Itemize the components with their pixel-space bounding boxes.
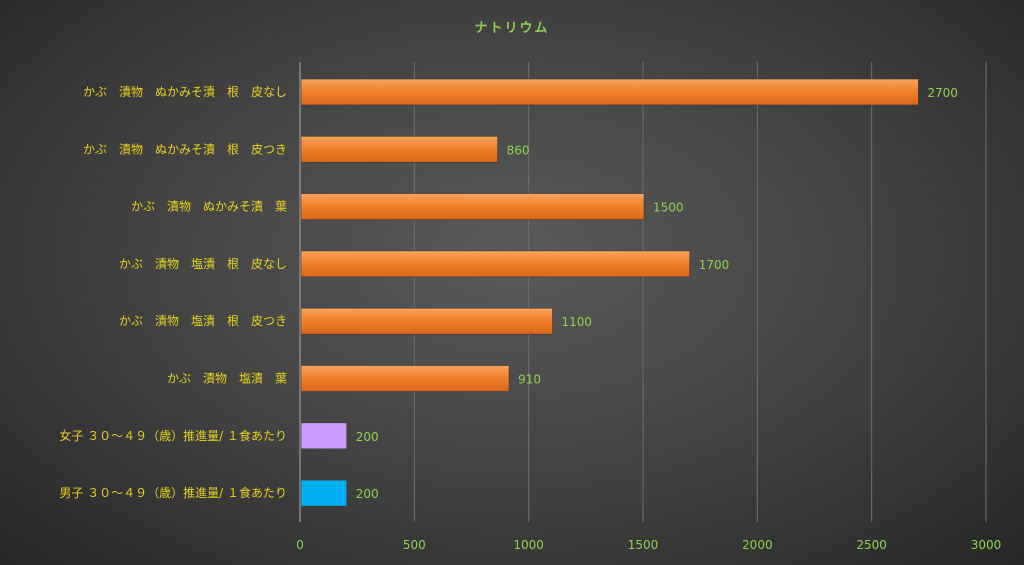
category-label: かぶ 漬物 ぬかみそ漬 葉 [131, 199, 287, 214]
x-tick-label: 0 [296, 538, 304, 552]
category-label: かぶ 漬物 塩漬 根 皮なし [119, 256, 287, 271]
x-tick-label: 3000 [971, 538, 1002, 552]
chart-title: ナトリウム [474, 21, 549, 36]
category-label: かぶ 漬物 塩漬 葉 [167, 371, 287, 386]
data-label: 860 [507, 143, 530, 157]
category-label: 男子 ３０～４９（歳）推進量/ １食あたり [59, 485, 287, 500]
x-tick-label: 1000 [513, 538, 544, 552]
bar [300, 78, 919, 106]
category-label: かぶ 漬物 塩漬 根 皮つき [119, 313, 287, 328]
data-label: 1100 [562, 315, 593, 329]
bar [300, 422, 348, 450]
category-label: 女子 ３０～４９（歳）推進量/ １食あたり [59, 428, 287, 443]
bar [300, 193, 645, 220]
x-tick-label: 1500 [628, 538, 659, 552]
bars [300, 78, 919, 507]
gridlines [413, 62, 987, 522]
category-label: かぶ 漬物 ぬかみそ漬 根 皮つき [83, 141, 287, 156]
data-label: 200 [356, 430, 379, 444]
data-label: 1700 [699, 258, 730, 272]
x-tick-label: 500 [403, 538, 426, 552]
bar [300, 365, 510, 392]
x-tick-label: 2000 [742, 538, 773, 552]
data-labels: 2700 860 1500 1700 1100 910 200 200 [356, 86, 958, 501]
bar [300, 479, 348, 507]
bar [300, 307, 553, 335]
bar [300, 250, 691, 278]
data-label: 910 [518, 373, 541, 387]
data-label: 2700 [927, 86, 958, 100]
data-label: 200 [356, 487, 379, 501]
category-label: かぶ 漬物 ぬかみそ漬 根 皮なし [83, 84, 287, 99]
bar [300, 136, 498, 163]
data-label: 1500 [653, 201, 684, 215]
x-axis-tick-labels: 0 500 1000 1500 2000 2500 3000 [296, 538, 1001, 552]
x-tick-label: 2500 [856, 538, 887, 552]
